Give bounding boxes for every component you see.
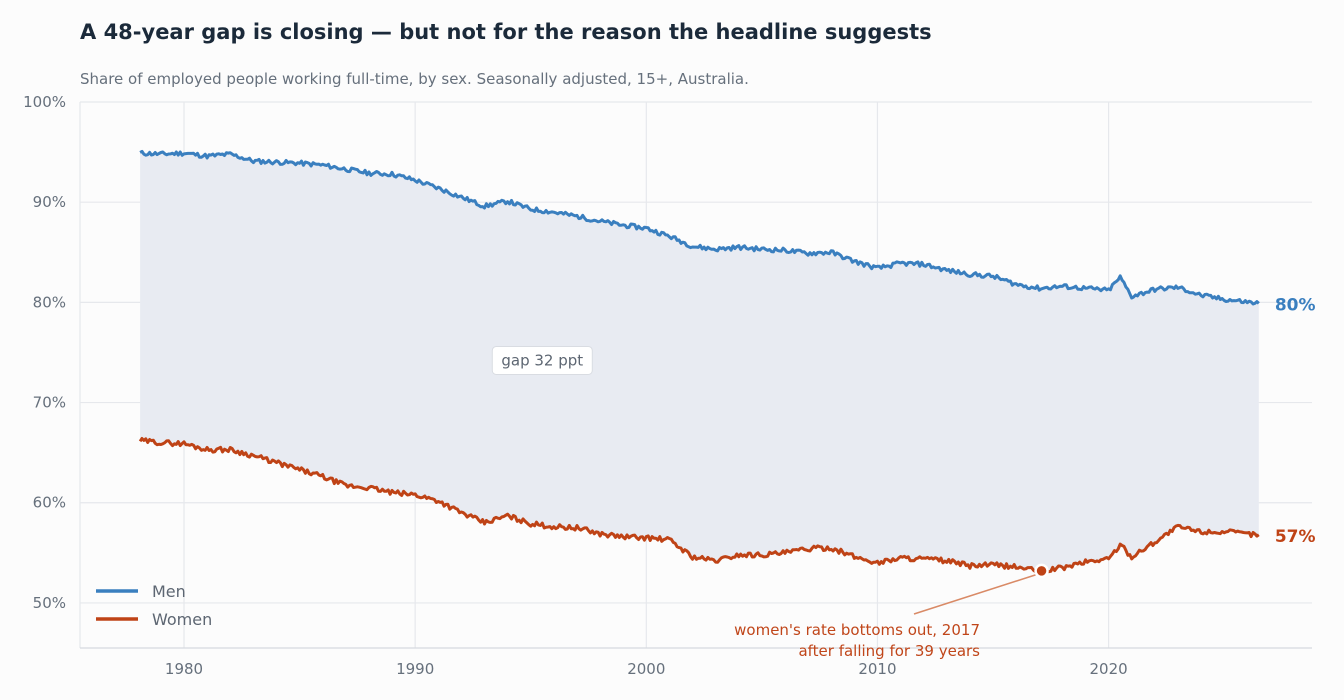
annotation-text-line1: women's rate bottoms out, 2017 bbox=[734, 621, 980, 639]
x-tick-label: 1990 bbox=[396, 660, 434, 678]
x-tick-label: 2020 bbox=[1089, 660, 1127, 678]
annotation-point bbox=[1034, 563, 1049, 579]
y-tick-label: 100% bbox=[23, 93, 66, 111]
series-line-men bbox=[139, 149, 1260, 306]
axis-layer: 50% 60% 70% 80% 90% 100% 1980 1990 2000 2010 2020 bbox=[23, 93, 1312, 678]
y-tick-label: 70% bbox=[33, 394, 66, 412]
y-tick-label: 80% bbox=[33, 293, 66, 311]
x-tick-label: 2000 bbox=[627, 660, 665, 678]
gap-label-text: gap 32 ppt bbox=[501, 351, 583, 369]
x-tick-label: 1980 bbox=[165, 660, 203, 678]
gap-label: gap 32 ppt bbox=[491, 345, 593, 375]
chart-title: A 48-year gap is closing — but not for t… bbox=[80, 20, 932, 44]
legend-label-men: Men bbox=[152, 582, 186, 601]
legend-label-women: Women bbox=[152, 610, 212, 629]
legend: Men Women bbox=[96, 582, 212, 629]
annotation-leader-line bbox=[913, 574, 1036, 615]
chart-subtitle: Share of employed people working full-ti… bbox=[80, 70, 749, 88]
series-line-women bbox=[138, 437, 1260, 574]
y-tick-label: 60% bbox=[33, 494, 66, 512]
y-tick-label: 90% bbox=[33, 193, 66, 211]
annotation-text-line2: after falling for 39 years bbox=[798, 642, 980, 660]
gap-area bbox=[140, 151, 1259, 572]
end-label-men: 80% bbox=[1275, 295, 1316, 315]
x-tick-label: 2010 bbox=[858, 660, 896, 678]
end-label-women: 57% bbox=[1275, 527, 1316, 547]
y-tick-label: 50% bbox=[33, 594, 66, 612]
